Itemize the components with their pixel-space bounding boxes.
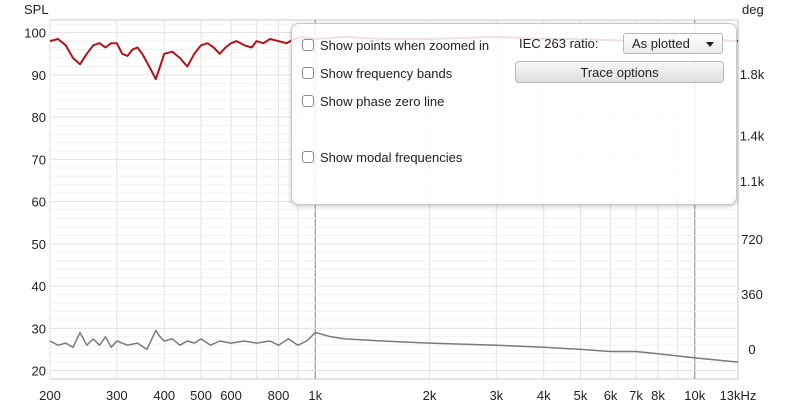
checkbox-box[interactable] [302,151,314,163]
x-tick-label: 800 [268,388,290,403]
trace-options-button[interactable]: Trace options [515,61,724,83]
y-left-tick-label: 20 [32,364,46,379]
x-tick-label: 5k [574,388,588,403]
show-modal-frequencies-checkbox[interactable]: Show modal frequencies [302,148,462,166]
x-tick-label: 3k [489,388,503,403]
x-tick-label: 200 [39,388,61,403]
y-right-tick-label: 360 [741,287,763,302]
x-tick-label: 300 [106,388,128,403]
x-tick-label: 6k [604,388,618,403]
x-tick-label: 500 [190,388,212,403]
checkbox-box[interactable] [302,39,314,51]
checkbox-box[interactable] [302,95,314,107]
show-modal-frequencies-label: Show modal frequencies [320,149,463,165]
x-tick-label: 1k [308,388,322,403]
y-right-tick-label: 0 [748,342,755,357]
left-axis-title: SPL [24,2,49,17]
x-tick-label: 2k [423,388,437,403]
right-axis-title: deg [742,2,764,17]
y-left-tick-label: 40 [32,279,46,294]
y-left-tick-label: 70 [32,152,46,167]
show-frequency-bands-label: Show frequency bands [320,65,453,81]
y-left-tick-label: 90 [32,68,46,83]
y-left-tick-label: 50 [32,237,46,252]
chevron-down-icon [706,42,714,47]
x-tick-label: 7k [629,388,643,403]
y-left-tick-label: 30 [32,321,46,336]
show-points-checkbox[interactable]: Show points when zoomed in [302,36,489,54]
iec-ratio-select[interactable]: As plotted [623,33,723,54]
x-tick-label: 10k [684,388,705,403]
x-tick-label: 400 [153,388,175,403]
graph-options-panel: Show points when zoomed in Show frequenc… [291,23,737,205]
y-left-tick-label: 80 [32,110,46,125]
checkbox-box[interactable] [302,67,314,79]
iec-ratio-value: As plotted [632,36,690,51]
y-right-tick-label: 720 [741,232,763,247]
x-tick-label: 8k [651,388,665,403]
show-frequency-bands-checkbox[interactable]: Show frequency bands [302,64,452,82]
show-phase-zero-line-label: Show phase zero line [320,93,445,109]
show-phase-zero-line-checkbox[interactable]: Show phase zero line [302,92,444,110]
iec-ratio-label: IEC 263 ratio: [519,36,599,51]
y-left-tick-label: 100 [24,26,46,41]
y-right-tick-label: 1.8k [740,67,765,82]
x-tick-label: 600 [220,388,242,403]
y-right-tick-label: 1.4k [740,128,765,143]
x-tick-label: 13kHz [720,388,757,403]
x-tick-label: 4k [537,388,551,403]
show-points-label: Show points when zoomed in [320,37,490,53]
axis-labels: 200 300 400 500 600 800 1k 2k 3k 4k 5k 6k 7k 8k 10k 13k… [24,26,764,403]
y-right-tick-label: 1.1k [740,174,765,189]
spl-trace-grey [49,329,739,363]
y-left-tick-label: 60 [32,195,46,210]
